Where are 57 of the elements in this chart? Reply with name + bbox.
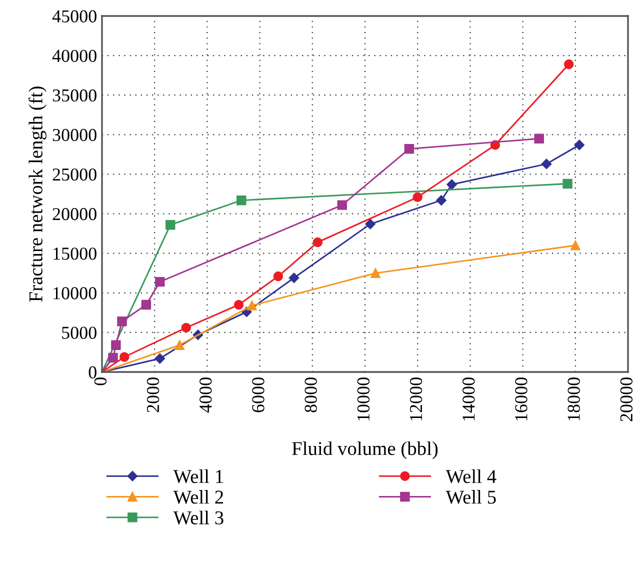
y-tick-label: 15000 <box>54 248 96 260</box>
x-tick-label: 8000 <box>304 378 317 412</box>
x-axis-title: Fluid volume (bbl) <box>292 441 438 460</box>
y-axis-title: Fracture network length (ft) <box>28 86 46 302</box>
legend-label: Well 4 <box>446 469 496 484</box>
x-tick-label: 4000 <box>200 378 212 413</box>
legend-label: Well 5 <box>446 490 496 504</box>
y-tick-label: 25000 <box>52 168 96 181</box>
point <box>337 200 347 210</box>
y-tick-label: 0 <box>88 366 96 378</box>
point <box>154 353 165 364</box>
point <box>119 352 130 362</box>
point <box>412 192 422 202</box>
y-tick-label: 5000 <box>62 326 96 339</box>
x-tick-label: 0 <box>94 378 107 386</box>
point <box>370 268 380 278</box>
point <box>166 220 176 230</box>
point <box>570 240 580 250</box>
y-tick-label: 45000 <box>52 10 96 22</box>
point <box>562 178 572 189</box>
point <box>273 271 284 282</box>
point <box>247 300 257 310</box>
point <box>541 158 552 170</box>
y-tick-label: 35000 <box>52 89 96 102</box>
x-tick-label: 14000 <box>462 378 475 420</box>
point <box>236 195 246 206</box>
x-tick-label: 10000 <box>357 378 370 420</box>
point <box>141 300 152 310</box>
point <box>564 59 574 70</box>
point <box>108 352 118 363</box>
legend-label: Well 2 <box>173 490 224 504</box>
point <box>117 316 127 326</box>
y-tick-label: 30000 <box>52 128 96 142</box>
point <box>111 340 121 350</box>
point <box>534 134 544 144</box>
point <box>174 340 184 350</box>
x-tick-label: 16000 <box>515 378 528 420</box>
point <box>234 300 244 310</box>
x-tick-label: 18000 <box>568 378 580 420</box>
legend-label: Well 1 <box>173 469 223 484</box>
y-tick-label: 20000 <box>52 208 96 220</box>
x-tick-label: 20000 <box>620 378 633 422</box>
point <box>404 144 414 154</box>
x-tick-label: 2000 <box>146 378 160 412</box>
point <box>436 195 446 206</box>
y-tick-label: 10000 <box>54 287 96 300</box>
x-tick-label: 12000 <box>410 378 422 420</box>
point <box>181 322 192 333</box>
point <box>288 272 300 283</box>
point <box>155 276 165 287</box>
y-tick-label: 40000 <box>52 50 96 62</box>
x-tick-label: 6000 <box>252 378 264 412</box>
point <box>574 140 584 150</box>
point <box>365 218 376 230</box>
point <box>446 179 457 190</box>
point <box>312 237 323 248</box>
legend-label: Well 3 <box>173 510 224 525</box>
